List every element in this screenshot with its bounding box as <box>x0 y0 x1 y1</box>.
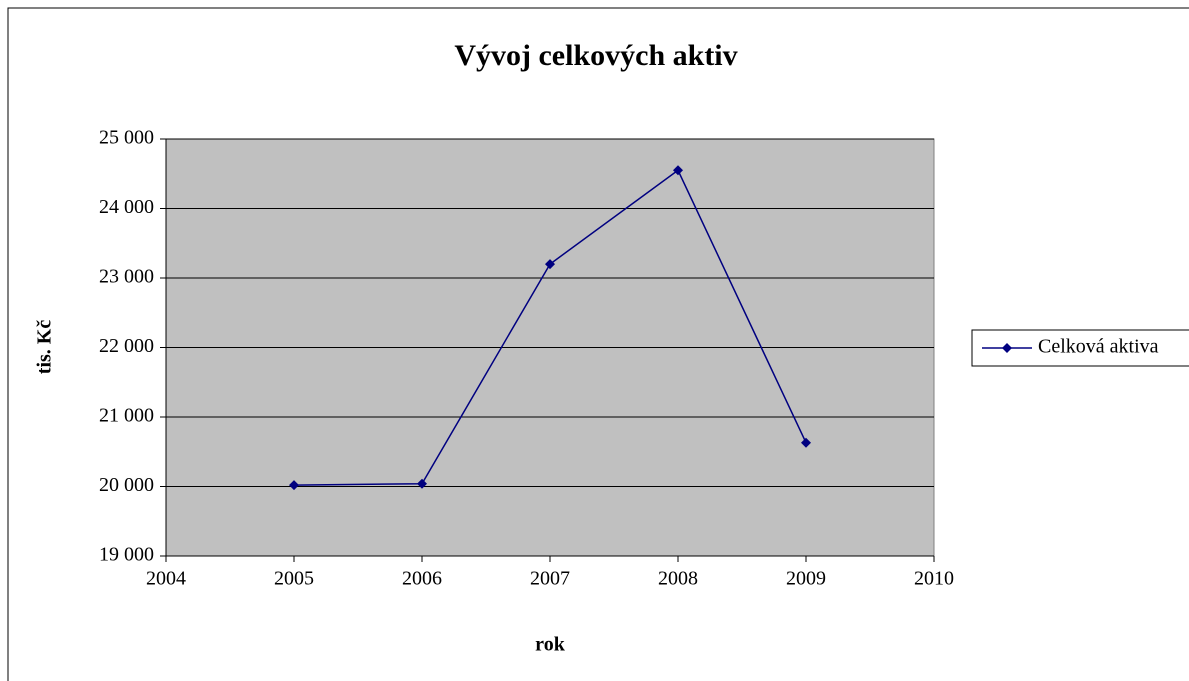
y-tick-label: 20 000 <box>99 474 154 496</box>
legend-label: Celková aktiva <box>1038 336 1159 358</box>
chart-title: Vývoj celkových aktiv <box>454 39 737 72</box>
x-tick-label: 2005 <box>274 568 314 590</box>
y-tick-label: 24 000 <box>99 196 154 218</box>
y-tick-label: 21 000 <box>99 405 154 427</box>
y-tick-label: 19 000 <box>99 544 154 566</box>
data-point <box>289 480 299 491</box>
data-point <box>417 478 427 489</box>
y-tick-label: 22 000 <box>99 335 154 357</box>
data-point <box>801 437 811 448</box>
data-point <box>545 259 555 270</box>
data-point <box>673 165 683 176</box>
x-tick-label: 2004 <box>146 568 186 590</box>
y-axis-label: tis. Kč <box>34 320 56 375</box>
y-tick-label: 25 000 <box>99 127 154 149</box>
x-tick-label: 2007 <box>530 568 570 590</box>
x-tick-label: 2010 <box>914 568 954 590</box>
x-axis-label: rok <box>535 634 566 656</box>
x-tick-label: 2009 <box>786 568 826 590</box>
x-tick-label: 2006 <box>402 568 442 590</box>
legend-marker <box>1002 343 1012 353</box>
y-tick-label: 23 000 <box>99 266 154 288</box>
x-tick-label: 2008 <box>658 568 698 590</box>
